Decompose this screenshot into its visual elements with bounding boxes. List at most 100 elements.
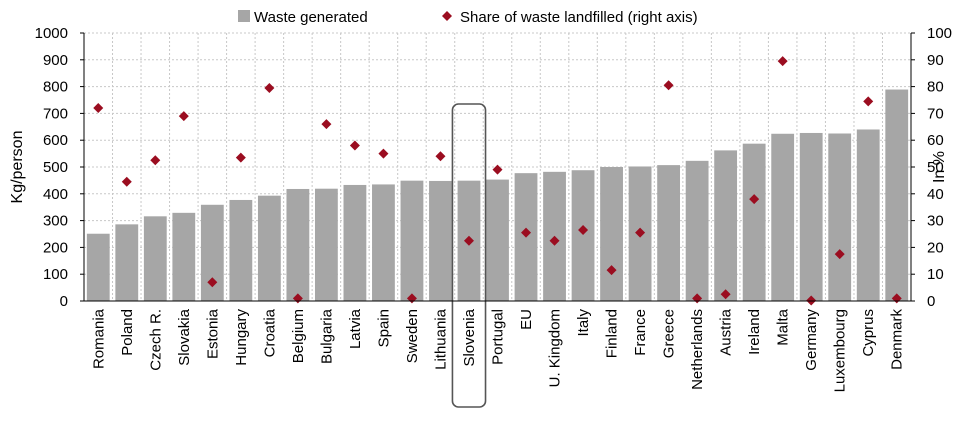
y-tick-label-right: 90 <box>927 52 944 69</box>
bar-greece <box>657 165 681 301</box>
bar-latvia <box>343 184 367 301</box>
bar-cyprus <box>856 129 880 301</box>
y-tick-label-right: 50 <box>927 159 944 176</box>
bar-luxembourg <box>828 133 852 301</box>
x-tick-label: Lithuania <box>432 308 449 370</box>
y-tick-label-left: 100 <box>43 266 68 283</box>
bar-hungary <box>229 199 253 301</box>
bar-denmark <box>885 89 909 301</box>
marker-ireland <box>749 194 760 205</box>
bar-czech-r- <box>143 216 167 301</box>
highlight-rect-slovenia <box>451 103 487 408</box>
x-tick-label: France <box>632 309 649 356</box>
x-tick-label: Poland <box>119 309 136 356</box>
x-tick-label: Hungary <box>233 309 250 366</box>
marker-u-kingdom <box>549 235 560 246</box>
marker-czech-r- <box>150 155 161 166</box>
x-tick-label: Bulgaria <box>318 308 335 364</box>
marker-lithuania <box>435 151 446 162</box>
x-tick-label: Germany <box>803 309 820 371</box>
marker-spain <box>378 148 389 159</box>
x-tick-label: Austria <box>718 308 735 355</box>
x-tick-label: Belgium <box>290 309 307 363</box>
y-tick-label-right: 20 <box>927 239 944 256</box>
marker-eu <box>521 227 532 238</box>
x-tick-label: Cyprus <box>860 309 877 357</box>
x-tick-label: Slovakia <box>176 308 193 365</box>
bar-germany <box>799 132 823 301</box>
marker-italy <box>578 224 589 235</box>
marker-hungary <box>235 152 246 163</box>
x-tick-label: Estonia <box>204 308 221 359</box>
bar-series-waste-generated <box>86 89 909 301</box>
y-tick-label-right: 10 <box>927 266 944 283</box>
marker-bulgaria <box>321 119 332 130</box>
x-tick-label: Latvia <box>347 308 364 349</box>
y-tick-label-left: 700 <box>43 105 68 122</box>
y-tick-label-right: 70 <box>927 105 944 122</box>
bar-portugal <box>486 179 509 301</box>
x-tick-label: EU <box>518 309 535 330</box>
marker-germany <box>806 295 817 306</box>
marker-estonia <box>207 277 218 288</box>
y-tick-label-left: 200 <box>43 239 68 256</box>
y-tick-label-left: 900 <box>43 52 68 69</box>
x-tick-label: Italy <box>575 309 592 337</box>
x-tick-label: Greece <box>661 309 678 358</box>
marker-malta <box>777 56 788 67</box>
bar-spain <box>372 184 395 301</box>
x-tick-label: U. Kingdom <box>547 309 564 387</box>
bar-ireland <box>742 143 766 301</box>
y-tick-label-right: 0 <box>927 293 935 310</box>
bar-romania <box>86 233 110 301</box>
x-tick-label: Romania <box>90 308 107 369</box>
bar-netherlands <box>685 160 709 301</box>
marker-slovenia <box>463 235 474 246</box>
legend-label-waste-generated: Waste generated <box>254 9 368 26</box>
marker-romania <box>93 103 104 114</box>
bar-italy <box>571 170 595 301</box>
x-tick-label: Finland <box>604 309 621 358</box>
bar-slovakia <box>172 212 196 301</box>
bar-lithuania <box>429 180 452 301</box>
x-tick-label: Ireland <box>746 309 763 355</box>
bar-sweden <box>400 180 424 301</box>
x-tick-label: Portugal <box>490 309 507 365</box>
marker-croatia <box>264 82 275 93</box>
x-tick-label: Netherlands <box>689 309 706 390</box>
marker-poland <box>121 176 132 187</box>
y-tick-label-left: 500 <box>43 159 68 176</box>
y-tick-label-right: 100 <box>927 25 952 42</box>
legend-label-landfilled: Share of waste landfilled (right axis) <box>460 9 698 26</box>
marker-france <box>635 227 646 238</box>
marker-luxembourg <box>834 249 845 260</box>
marker-portugal <box>492 164 503 175</box>
x-tick-label: Malta <box>775 308 792 345</box>
highlight-box <box>451 103 487 408</box>
y-axis-title-left: Kg/person <box>9 131 26 204</box>
y-tick-label-right: 30 <box>927 213 944 230</box>
bar-poland <box>115 224 139 301</box>
x-tick-label: Czech R. <box>147 309 164 371</box>
y-tick-label-right: 80 <box>927 79 944 96</box>
legend-swatch-landfilled <box>442 11 452 21</box>
bar-croatia <box>257 195 281 301</box>
x-tick-label: Luxembourg <box>832 309 849 392</box>
marker-austria <box>720 289 731 300</box>
marker-finland <box>606 265 617 276</box>
marker-slovakia <box>178 111 189 122</box>
y-tick-label-left: 800 <box>43 79 68 96</box>
bar-bulgaria <box>314 188 338 301</box>
legend-swatch-waste-generated <box>238 10 250 22</box>
bar-austria <box>714 150 738 301</box>
bar-belgium <box>286 188 310 301</box>
y-tick-label-left: 300 <box>43 213 68 230</box>
y-tick-label-left: 0 <box>60 293 68 310</box>
bar-finland <box>600 167 623 301</box>
bar-estonia <box>200 204 224 301</box>
x-tick-label: Croatia <box>261 308 278 357</box>
x-tick-label: Sweden <box>404 309 421 363</box>
marker-cyprus <box>863 96 874 107</box>
legend: Waste generated Share of waste landfilled… <box>238 9 698 26</box>
